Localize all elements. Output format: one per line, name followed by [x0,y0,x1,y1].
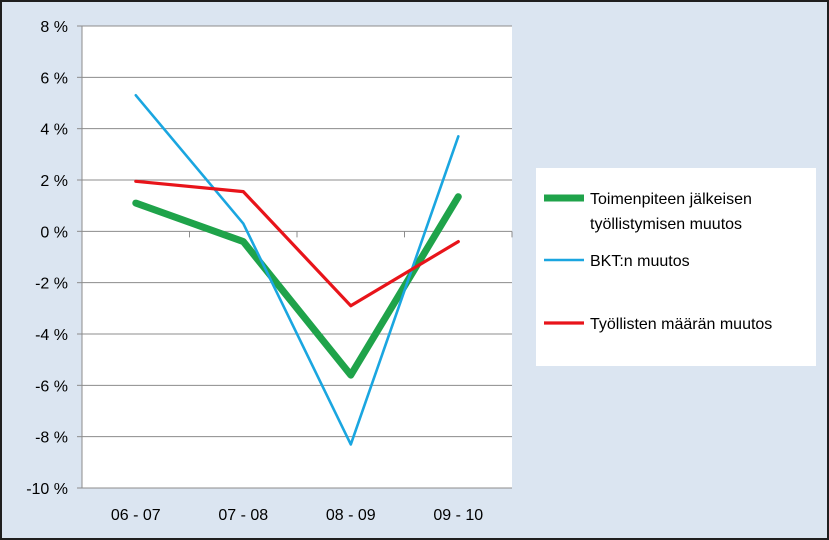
series-line-0 [132,193,462,379]
y-tick-label: 8 % [40,19,68,36]
axes: 8 % 6 % 4 % 2 % 0 % -2 % -4 % -6 % -8 % -10 % 06 -… [26,19,513,524]
plot-area [82,26,512,488]
x-tick-label: 07 - 08 [218,507,268,524]
legend-label: Toimenpiteen jälkeisen [590,191,752,208]
series-line-2 [134,179,460,308]
x-tick-label: 09 - 10 [433,507,483,524]
y-tick-label: 2 % [40,173,68,190]
x-tick-label: 08 - 09 [326,507,376,524]
y-tick-label: -10 % [26,481,68,498]
y-tick-label: 0 % [40,224,68,241]
x-tick-label: 06 - 07 [111,507,161,524]
series-lines [132,94,462,446]
y-tick-label: -8 % [35,430,68,447]
y-tick-label: -6 % [35,378,68,395]
legend-label: työllistymisen muutos [590,216,742,233]
series-line-1 [134,94,460,446]
legend-label: BKT:n muutos [590,253,690,270]
legend-label: Työllisten määrän muutos [590,316,772,333]
y-tick-label: 6 % [40,70,68,87]
y-tick-label: -2 % [35,276,68,293]
legend: Toimenpiteen jälkeisen työllistymisen muu… [536,168,816,366]
y-tick-label: 4 % [40,122,68,139]
y-tick-label: -4 % [35,327,68,344]
